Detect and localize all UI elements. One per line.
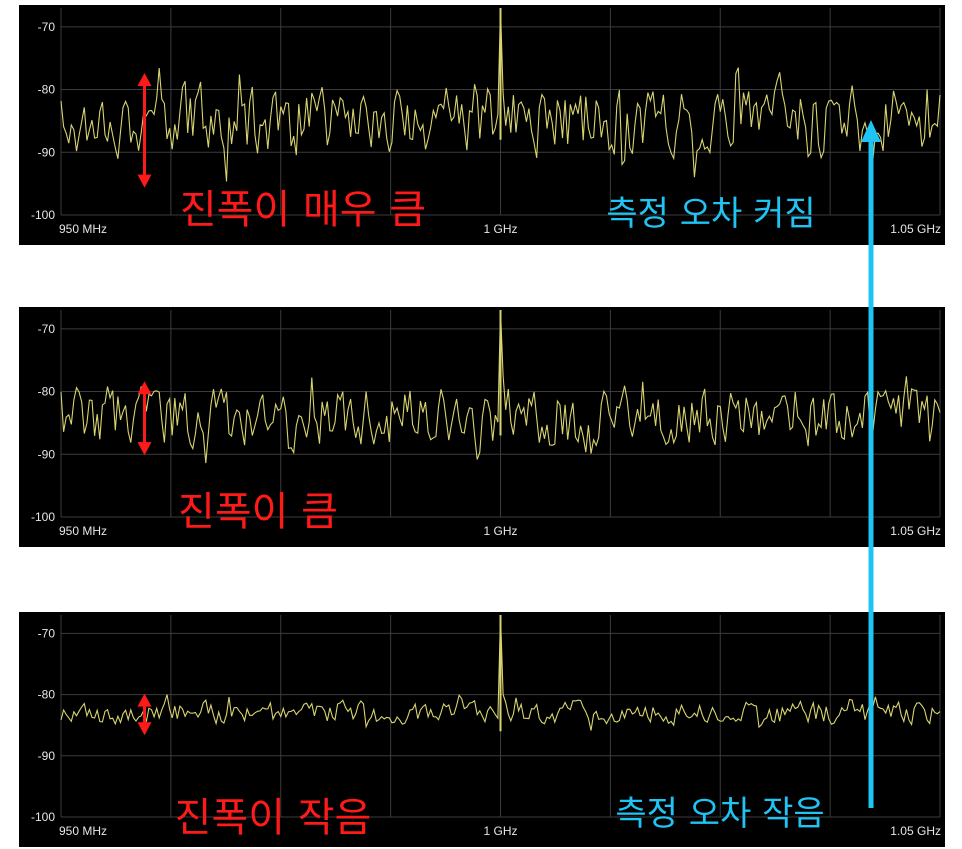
spectrum-panel-3: -70 -80 -90 -100 950 MHz 1 GHz 1.05 GHz	[19, 612, 945, 847]
amplitude-arrowhead-bottom	[137, 722, 152, 736]
amplitude-arrowhead-bottom	[137, 174, 152, 188]
y-tick-label: -80	[38, 688, 56, 702]
y-tick-label: -90	[38, 145, 56, 159]
x-tick-label: 1 GHz	[483, 524, 517, 538]
spectrum-panel-2: -70 -80 -90 -100 950 MHz 1 GHz 1.05 GHz	[19, 307, 945, 547]
y-tick-label: -90	[38, 749, 56, 763]
y-tick-label: -80	[38, 83, 56, 97]
amplitude-arrowhead-bottom	[137, 442, 152, 456]
measurement-error-annotation: 측정 오차 작음	[615, 794, 824, 834]
amplitude-arrowhead-top	[137, 73, 152, 86]
y-tick-label: -100	[31, 208, 55, 222]
y-tick-label: -80	[38, 385, 56, 399]
x-tick-label: 1.05 GHz	[890, 524, 941, 538]
x-tick-label: 1 GHz	[483, 222, 517, 236]
y-tick-label: -90	[38, 447, 56, 461]
y-tick-label: -100	[31, 510, 55, 524]
amplitude-annotation: 진폭이 매우 큼	[180, 187, 426, 233]
y-tick-label: -100	[31, 810, 55, 824]
x-tick-label: 950 MHz	[59, 824, 107, 838]
y-tick-label: -70	[38, 626, 56, 640]
trend-arrowhead	[861, 120, 881, 142]
x-tick-label: 950 MHz	[59, 222, 107, 236]
x-tick-label: 950 MHz	[59, 524, 107, 538]
x-tick-label: 1.05 GHz	[890, 824, 941, 838]
panel-background	[19, 612, 945, 847]
x-tick-label: 1.05 GHz	[890, 222, 941, 236]
y-tick-label: -70	[38, 322, 56, 336]
amplitude-arrowhead-top	[137, 381, 152, 395]
x-tick-label: 1 GHz	[483, 824, 517, 838]
amplitude-annotation: 진폭이 큼	[178, 489, 338, 535]
y-tick-label: -70	[38, 20, 56, 34]
amplitude-arrowhead-top	[137, 693, 152, 707]
measurement-error-annotation: 측정 오차 커짐	[606, 194, 815, 234]
amplitude-annotation: 진폭이 작음	[175, 795, 372, 841]
spectrum-panel-1: -70 -80 -90 -100 950 MHz 1 GHz 1.05 GHz	[19, 5, 945, 245]
